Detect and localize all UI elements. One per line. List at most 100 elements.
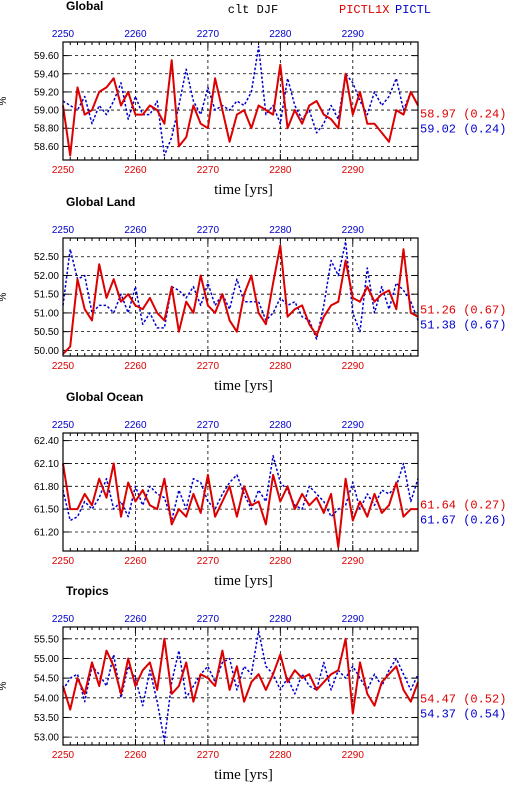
x-tick-label-top: 2250 [52, 29, 75, 40]
y-tick-label: 62.40 [34, 436, 59, 447]
series-line-pictl [62, 45, 419, 157]
x-tick-label-top: 2250 [52, 225, 75, 236]
x-tick-label-bottom: 2260 [124, 165, 147, 176]
mean-std-series-b: 61.67 (0.26) [420, 514, 506, 528]
mean-std-series-b: 59.02 (0.24) [420, 123, 506, 137]
mean-std-series-a: 61.64 (0.27) [420, 499, 506, 513]
x-tick-label-bottom: 2290 [342, 165, 365, 176]
x-tick-label-top: 2290 [342, 225, 365, 236]
panels: Global 58.60 58.80 59.00 59.20 59.40 59.60 2250… [0, 0, 506, 783]
y-tick-label: 55.00 [34, 654, 59, 665]
plot-frame [62, 41, 419, 161]
x-tick-label-bottom: 2290 [342, 556, 365, 567]
x-tick-label-bottom: 2260 [124, 361, 147, 372]
panel-title: Global [66, 0, 103, 13]
x-tick-label-bottom: 2280 [269, 361, 292, 372]
x-tick-label-bottom: 2270 [197, 750, 220, 761]
x-tick-label-bottom: 2270 [197, 361, 220, 372]
x-tick-label-bottom: 2250 [52, 361, 75, 372]
variable-season-label: clt DJF [228, 3, 278, 17]
x-tick-label-bottom: 2270 [197, 165, 220, 176]
y-axis-label: % [0, 96, 9, 105]
x-axis-label: time [yrs] [214, 182, 273, 198]
x-tick-label-bottom: 2260 [124, 556, 147, 567]
plot-frame [62, 626, 419, 746]
y-tick-label: 61.80 [34, 482, 59, 493]
y-tick-label: 54.00 [34, 693, 59, 704]
panel-title: Global Land [66, 195, 135, 209]
figure-header: clt DJF PICTL1X PICTL [228, 3, 431, 17]
x-tick-label-bottom: 2250 [52, 556, 75, 567]
y-tick-label: 54.50 [34, 674, 59, 685]
panel-title: Tropics [66, 584, 109, 598]
series-line-pictl1x [62, 59, 419, 157]
panel-1: Global 58.60 58.80 59.00 59.20 59.40 59.60 2250… [0, 0, 506, 198]
x-tick-label-top: 2290 [342, 614, 365, 625]
y-tick-label: 50.00 [34, 346, 59, 357]
y-tick-label: 59.20 [34, 87, 59, 98]
x-tick-label-bottom: 2280 [269, 750, 292, 761]
mean-std-series-b: 51.38 (0.67) [420, 319, 506, 333]
y-axis-label: % [0, 292, 9, 301]
x-tick-label-top: 2270 [197, 420, 220, 431]
y-tick-label: 52.50 [34, 252, 59, 263]
x-tick-label-top: 2260 [124, 614, 147, 625]
y-axis-label: % [0, 681, 9, 690]
x-tick-label-top: 2280 [269, 225, 292, 236]
y-tick-label: 61.20 [34, 527, 59, 538]
y-tick-label: 53.00 [34, 733, 59, 744]
x-tick-label-bottom: 2250 [52, 750, 75, 761]
x-tick-label-bottom: 2290 [342, 361, 365, 372]
y-tick-label: 50.50 [34, 327, 59, 338]
y-tick-label: 61.50 [34, 505, 59, 516]
y-tick-label: 59.00 [34, 106, 59, 117]
series-line-pictl1x [62, 462, 418, 549]
x-tick-label-bottom: 2260 [124, 750, 147, 761]
mean-std-series-a: 51.26 (0.67) [420, 304, 506, 318]
x-tick-label-top: 2250 [52, 614, 75, 625]
x-tick-label-top: 2270 [197, 225, 220, 236]
x-axis-label: time [yrs] [214, 767, 273, 783]
series-line-pictl1x [62, 244, 419, 355]
y-tick-label: 55.50 [34, 634, 59, 645]
x-tick-label-top: 2270 [197, 29, 220, 40]
x-tick-label-bottom: 2250 [52, 165, 75, 176]
x-tick-label-top: 2250 [52, 420, 75, 431]
series-line-pictl1x [62, 637, 419, 715]
x-tick-label-top: 2260 [124, 29, 147, 40]
y-tick-label: 53.50 [34, 713, 59, 724]
x-tick-label-bottom: 2290 [342, 750, 365, 761]
panel-3: Global Ocean 61.20 61.50 61.80 62.10 62.40 225… [34, 390, 506, 589]
mean-std-series-a: 58.97 (0.24) [420, 108, 506, 122]
y-tick-label: 51.50 [34, 290, 59, 301]
panel-2: Global Land 50.00 50.50 51.00 51.50 52.00 52.5… [0, 195, 506, 394]
legend-series-a-label: PICTL1X [339, 3, 389, 17]
panel-title: Global Ocean [66, 390, 143, 404]
x-tick-label-top: 2270 [197, 614, 220, 625]
x-tick-label-top: 2280 [269, 614, 292, 625]
x-tick-label-top: 2290 [342, 420, 365, 431]
x-axis-label: time [yrs] [214, 378, 273, 394]
mean-std-series-b: 54.37 (0.54) [420, 708, 506, 722]
y-tick-label: 51.00 [34, 308, 59, 319]
x-tick-label-bottom: 2270 [197, 556, 220, 567]
mean-std-series-a: 54.47 (0.52) [420, 693, 506, 707]
x-tick-label-top: 2260 [124, 420, 147, 431]
x-tick-label-bottom: 2280 [269, 165, 292, 176]
y-tick-label: 59.60 [34, 51, 59, 62]
plot-frame [62, 432, 419, 552]
panel-4: Tropics 53.00 53.50 54.00 54.50 55.00 55.50 225… [0, 584, 506, 783]
x-tick-label-top: 2290 [342, 29, 365, 40]
x-tick-label-bottom: 2280 [269, 556, 292, 567]
x-axis-label: time [yrs] [214, 573, 273, 589]
x-tick-label-top: 2260 [124, 225, 147, 236]
x-tick-label-top: 2280 [269, 420, 292, 431]
legend-series-b-label: PICTL [395, 3, 431, 17]
x-tick-label-top: 2280 [269, 29, 292, 40]
plot-frame [62, 237, 419, 357]
y-tick-label: 52.00 [34, 271, 59, 282]
series-line-pictl [62, 240, 419, 340]
y-tick-label: 62.10 [34, 459, 59, 470]
y-tick-label: 58.80 [34, 124, 59, 135]
